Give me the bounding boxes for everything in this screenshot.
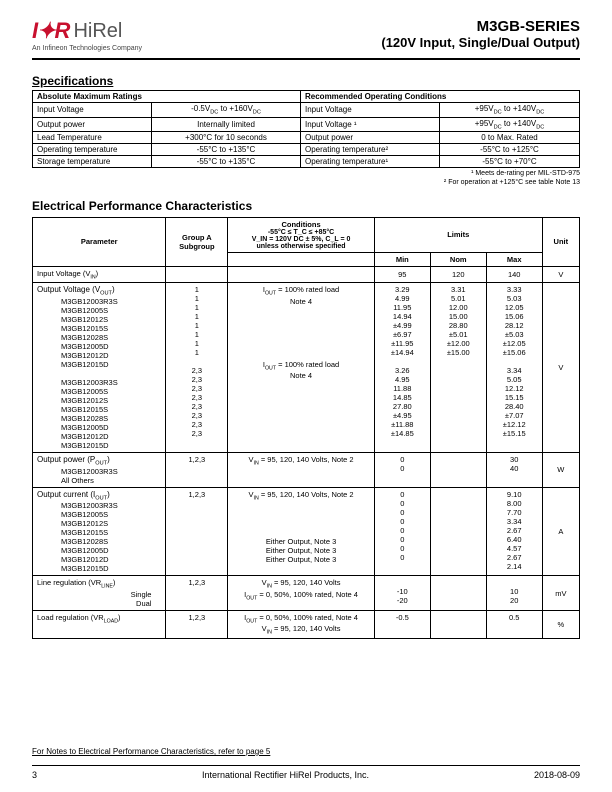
- th-cond-sub: -55°C ≤ T_C ≤ +85°C V_IN = 120V DC ± 5%,…: [232, 229, 370, 250]
- page-header: I✦R HiRel An Infineon Technologies Compa…: [32, 18, 580, 60]
- th-min: Min: [374, 252, 430, 266]
- epc-heading: Electrical Performance Characteristics: [32, 199, 580, 213]
- th-unit: Unit: [542, 217, 579, 266]
- spec-footnotes: ¹ Meets de-rating per MIL-STD-975 ² For …: [32, 170, 580, 187]
- footer-date: 2018-08-09: [534, 770, 580, 780]
- footer-note: For Notes to Electrical Performance Char…: [32, 747, 580, 756]
- footnote-1: ¹ Meets de-rating per MIL-STD-975: [32, 170, 580, 178]
- th-group: Group A Subgroup: [166, 217, 228, 266]
- title-block: M3GB-SERIES (120V Input, Single/Dual Out…: [381, 18, 580, 50]
- spec-heading: Specifications: [32, 74, 580, 88]
- footnote-2: ² For operation at +125°C see table Note…: [32, 179, 580, 187]
- logo-block: I✦R HiRel An Infineon Technologies Compa…: [32, 18, 142, 52]
- abs-max-heading: Absolute Maximum Ratings: [33, 91, 301, 103]
- th-cond-top: Conditions: [232, 220, 370, 229]
- th-nom: Nom: [430, 252, 486, 266]
- footer-center: International Rectifier HiRel Products, …: [202, 770, 369, 780]
- th-limits: Limits: [374, 217, 542, 252]
- th-parameter: Parameter: [33, 217, 166, 266]
- ior-logo: I✦R: [32, 18, 69, 44]
- series-title: M3GB-SERIES: [381, 18, 580, 35]
- page-number: 3: [32, 770, 37, 780]
- rec-op-heading: Recommended Operating Conditions: [301, 91, 580, 103]
- th-max: Max: [486, 252, 542, 266]
- th-conditions: Conditions -55°C ≤ T_C ≤ +85°C V_IN = 12…: [228, 217, 375, 252]
- footer-bar: 3 International Rectifier HiRel Products…: [32, 765, 580, 780]
- spec-table: Absolute Maximum Ratings Recommended Ope…: [32, 90, 580, 168]
- epc-table: Parameter Group A Subgroup Conditions -5…: [32, 217, 580, 639]
- tagline: An Infineon Technologies Company: [32, 45, 142, 52]
- series-subtitle: (120V Input, Single/Dual Output): [381, 35, 580, 50]
- hirel-logo-text: HiRel: [73, 20, 122, 43]
